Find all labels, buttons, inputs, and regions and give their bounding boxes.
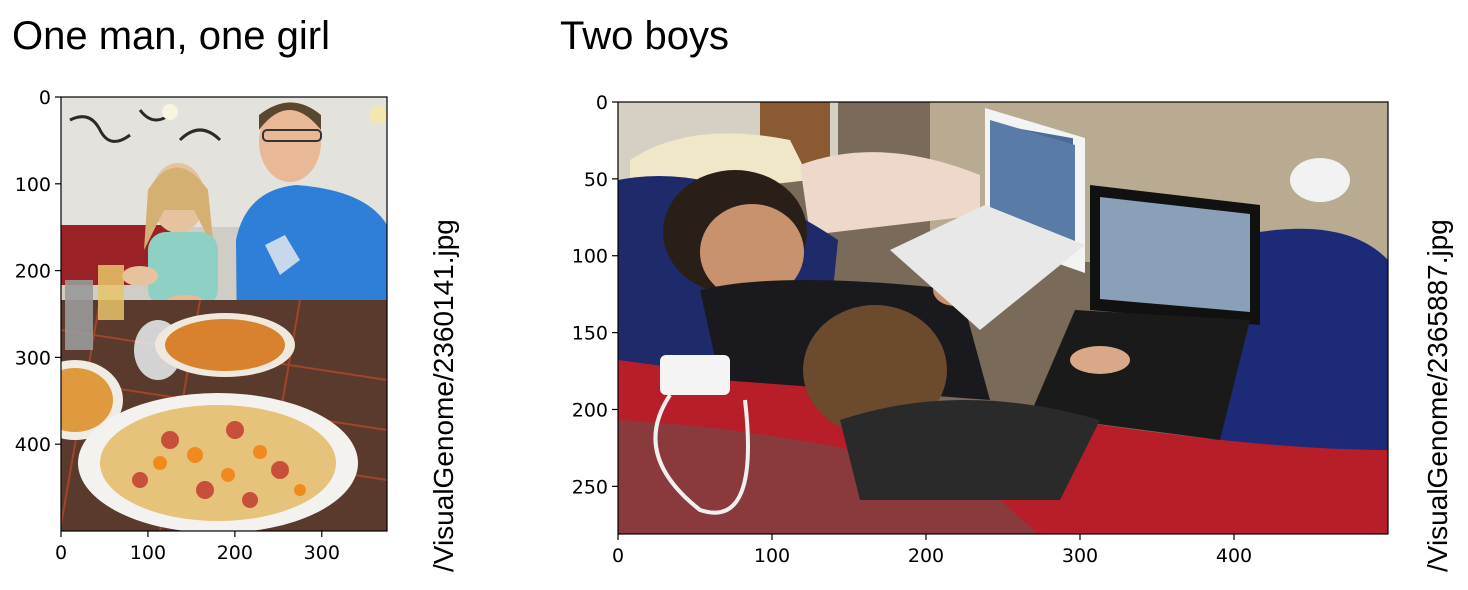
panel-1-y-tick-label: 100 <box>15 174 51 196</box>
panel-2-axes-frame <box>617 101 1389 535</box>
panel-2-x-tick-label: 200 <box>908 545 944 567</box>
panel-1-y-tick-label: 200 <box>15 261 51 283</box>
panel-2-y-tick-label: 0 <box>596 92 608 114</box>
panel-1-ticks: 0 100 200 300 0 100 200 300 400 <box>15 87 340 564</box>
panel-2-title: Two boys <box>560 14 729 58</box>
panel-2-y-tick-label: 150 <box>572 323 608 345</box>
panel-1-photo <box>61 97 387 531</box>
panel-2-y-tick-label: 50 <box>584 169 608 191</box>
panel-2-x-tick-label: 400 <box>1216 545 1252 567</box>
panel-1-x-tick-label: 0 <box>55 542 67 564</box>
panel-2-ticks: 0 100 200 300 400 0 50 100 150 200 250 <box>572 92 1252 567</box>
panel-2-x-tick-label: 0 <box>612 545 624 567</box>
panel-1-axes-frame <box>60 96 388 532</box>
panel-2-y-tick-label: 200 <box>572 399 608 421</box>
panel-1-x-tick-label: 200 <box>217 542 253 564</box>
panel-2-photo <box>618 102 1388 534</box>
panel-2-x-tick-label: 100 <box>754 545 790 567</box>
panel-1-x-tick-label: 300 <box>304 542 340 564</box>
panel-2-y-tick-label: 100 <box>572 246 608 268</box>
panel-2-y-tick-label: 250 <box>572 476 608 498</box>
panel-1-y-tick-label: 300 <box>15 347 51 369</box>
panel-2-x-tick-label: 300 <box>1062 545 1098 567</box>
panel-1-x-tick-label: 100 <box>130 542 166 564</box>
panel-1-y-tick-label: 0 <box>39 87 51 109</box>
panel-1-title: One man, one girl <box>12 14 330 58</box>
panel-1-y-tick-label: 400 <box>15 434 51 456</box>
